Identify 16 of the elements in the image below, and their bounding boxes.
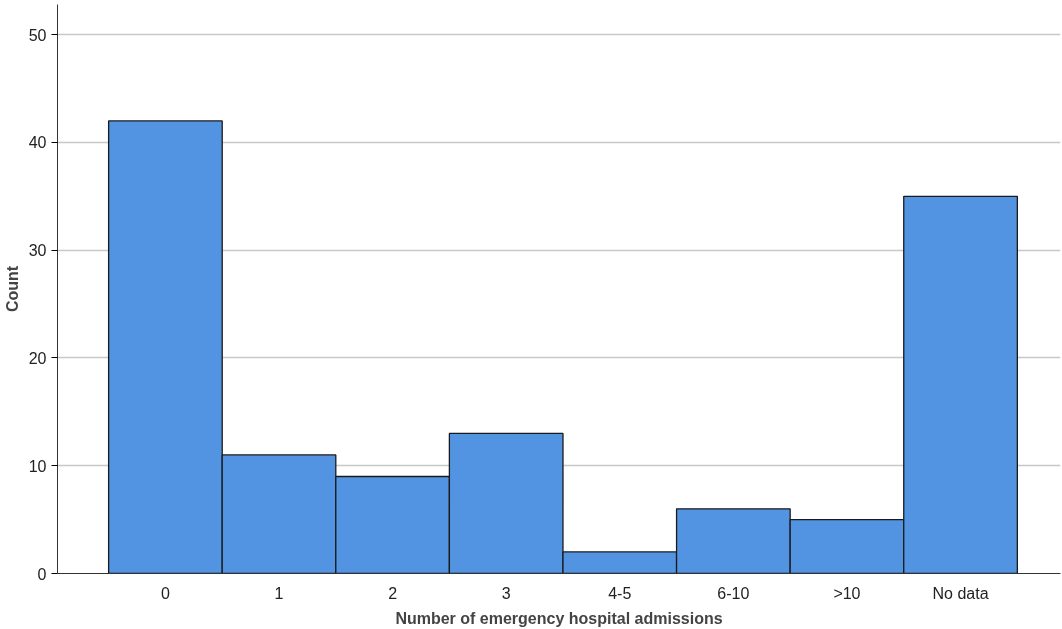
x-tick-label: >10 [833,584,861,602]
y-tick-label: 50 [28,26,47,44]
x-tick-label: No data [932,584,989,602]
x-tick-label: 6-10 [717,584,750,602]
x-tick-label: 0 [160,584,170,602]
x-axis-title: Number of emergency hospital admissions [395,609,723,627]
x-tick-label: 2 [388,584,398,602]
y-tick-label: 0 [37,565,47,583]
y-tick-label: 40 [28,134,47,152]
x-tick-label: 3 [501,584,511,602]
x-tick-label: 4-5 [608,584,632,602]
y-axis-title: Count [3,265,21,313]
y-tick-label: 10 [28,457,47,475]
y-tick-label: 30 [28,242,47,260]
x-tick-label: 1 [274,584,284,602]
y-tick-label: 20 [28,349,47,367]
